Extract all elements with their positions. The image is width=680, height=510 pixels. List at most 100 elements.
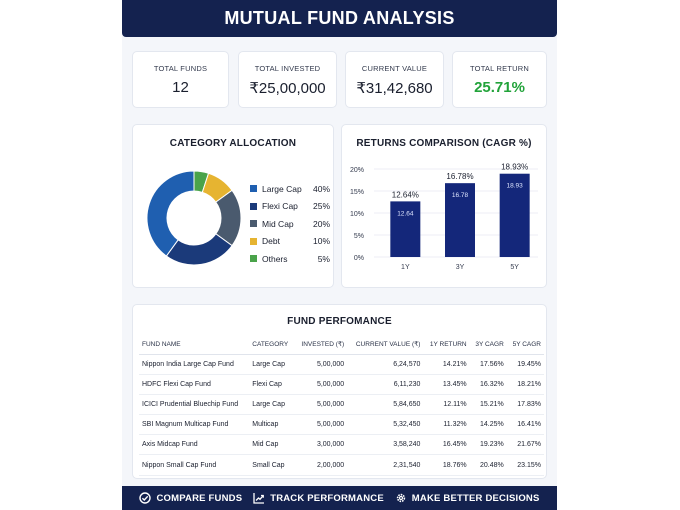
returns-comparison-card: RETURNS COMPARISON (CAGR %) 0% 5% 10% 15% 20… bbox=[341, 124, 547, 288]
table-cell: 6,24,570 bbox=[347, 354, 424, 375]
table-cell: 5,84,650 bbox=[347, 394, 424, 416]
table-cell: 2,31,540 bbox=[347, 454, 424, 476]
table-cell: SBI Magnum Multicap Fund bbox=[139, 414, 250, 436]
table-cell: Large Cap bbox=[249, 394, 295, 416]
x-tick-label: 5Y bbox=[510, 264, 519, 271]
bar-value-label: 18.93% bbox=[501, 163, 528, 172]
kpi-label: TOTAL INVESTED bbox=[254, 64, 321, 73]
legend-value: 10% bbox=[312, 236, 330, 247]
y-tick-label: 5% bbox=[354, 233, 364, 240]
table-cell: 14.21% bbox=[423, 354, 470, 375]
category-allocation-card: CATEGORY ALLOCATION Large Cap 40% Flexi … bbox=[132, 124, 334, 288]
legend-label: Debt bbox=[262, 236, 280, 247]
column-header: CURRENT VALUE (₹) bbox=[347, 335, 424, 355]
table-cell: 19.23% bbox=[469, 434, 507, 456]
legend-item-flexi-cap: Flexi Cap 25% bbox=[250, 198, 330, 216]
table-cell: 16.41% bbox=[506, 414, 544, 436]
bar-value-label: 12.64% bbox=[392, 190, 419, 199]
legend-swatch bbox=[250, 202, 257, 210]
table-cell: HDFC Flexi Cap Fund bbox=[139, 374, 250, 395]
table-cell: 5,32,450 bbox=[347, 414, 424, 436]
allocation-donut-chart bbox=[146, 170, 242, 266]
legend-item-large-cap: Large Cap 40% bbox=[250, 180, 330, 198]
kpi-total-invested: TOTAL INVESTED ₹25,00,000 bbox=[238, 51, 337, 108]
column-header: CATEGORY bbox=[249, 335, 295, 355]
table-row: Nippon Small Cap Fund Small Cap 2,00,000… bbox=[139, 454, 544, 476]
table-cell: 13.45% bbox=[423, 374, 470, 395]
column-header: INVESTED (₹) bbox=[294, 335, 348, 355]
table-cell: 21.67% bbox=[506, 434, 544, 456]
table-cell: 12.11% bbox=[423, 394, 470, 416]
column-header: 1Y RETURN bbox=[423, 335, 470, 355]
legend-value: 5% bbox=[317, 253, 330, 264]
footer-bar: COMPARE FUNDS TRACK PERFORMANCE MAKE BET… bbox=[122, 486, 557, 510]
legend-item-mid-cap: Mid Cap 20% bbox=[250, 215, 330, 233]
footer-label: COMPARE FUNDS bbox=[156, 492, 243, 504]
gear-icon bbox=[396, 493, 405, 503]
y-tick-label: 10% bbox=[350, 211, 364, 218]
table-cell: 18.76% bbox=[423, 454, 470, 476]
legend-label: Large Cap bbox=[262, 183, 302, 194]
table-cell: 5,00,000 bbox=[294, 394, 348, 416]
legend-label: Others bbox=[262, 253, 288, 264]
table-cell: Flexi Cap bbox=[249, 374, 295, 395]
table-row: Nippon India Large Cap Fund Large Cap 5,… bbox=[139, 354, 544, 375]
table-cell: 17.56% bbox=[469, 354, 507, 375]
kpi-value: ₹31,42,680 bbox=[356, 80, 433, 97]
bar-5Y bbox=[499, 173, 530, 257]
legend-item-others: Others 5% bbox=[250, 250, 330, 268]
trend-up-icon bbox=[253, 493, 265, 504]
column-header: 5Y CAGR bbox=[506, 335, 544, 355]
table-cell: 16.32% bbox=[469, 374, 507, 395]
table-cell: Multicap bbox=[249, 414, 295, 436]
x-tick-label: 1Y bbox=[401, 264, 410, 271]
table-cell: 3,58,240 bbox=[347, 434, 424, 456]
table-cell: 5,00,000 bbox=[294, 374, 348, 395]
card-title: CATEGORY ALLOCATION bbox=[169, 138, 297, 149]
footer-compare-funds: COMPARE FUNDS bbox=[139, 492, 242, 504]
legend-value: 20% bbox=[312, 218, 330, 229]
table-cell: 23.15% bbox=[506, 454, 544, 476]
donut-slice-large-cap bbox=[146, 170, 195, 257]
table-row: ICICI Prudential Bluechip Fund Large Cap… bbox=[139, 394, 544, 416]
legend-label: Flexi Cap bbox=[262, 201, 298, 212]
y-tick-label: 20% bbox=[350, 167, 364, 174]
dashboard: MUTUAL FUND ANALYSIS TOTAL FUNDS 12 TOTA… bbox=[122, 0, 557, 510]
table-cell: 15.21% bbox=[469, 394, 507, 416]
table-cell: 17.83% bbox=[506, 394, 544, 416]
returns-bar-chart: 0% 5% 10% 15% 20% 12.64% 12.64 1Y 16.78% 16.78 3Y 1… bbox=[350, 163, 538, 271]
table-title: FUND PERFOMANCE bbox=[287, 316, 392, 327]
legend-swatch bbox=[250, 237, 257, 245]
kpi-label: TOTAL FUNDS bbox=[153, 64, 208, 73]
kpi-value: 12 bbox=[172, 79, 189, 96]
legend-value: 25% bbox=[312, 201, 330, 212]
fund-performance-card: FUND PERFOMANCE FUND NAME CATEGORY INVES… bbox=[132, 304, 547, 479]
table-cell: 5,00,000 bbox=[294, 354, 348, 375]
bar-value-label: 16.78% bbox=[446, 172, 473, 181]
table-row: SBI Magnum Multicap Fund Multicap 5,00,0… bbox=[139, 414, 544, 436]
table-cell: 6,11,230 bbox=[347, 374, 424, 395]
footer-track-performance: TRACK PERFORMANCE bbox=[253, 492, 384, 504]
allocation-legend: Large Cap 40% Flexi Cap 25% Mid Cap 20% … bbox=[250, 180, 330, 268]
table-cell: Nippon Small Cap Fund bbox=[139, 454, 250, 476]
kpi-total-return: TOTAL RETURN 25.71% bbox=[452, 51, 547, 108]
table-cell: Large Cap bbox=[249, 354, 295, 375]
footer-label: MAKE BETTER DECISIONS bbox=[411, 492, 540, 504]
table-cell: Small Cap bbox=[249, 454, 295, 476]
kpi-value: ₹25,00,000 bbox=[249, 80, 326, 97]
legend-swatch bbox=[250, 185, 257, 193]
footer-label: TRACK PERFORMANCE bbox=[270, 492, 384, 504]
legend-value: 40% bbox=[312, 183, 330, 194]
legend-swatch bbox=[250, 220, 257, 228]
bar-inner-label: 12.64 bbox=[397, 210, 414, 217]
kpi-total-funds: TOTAL FUNDS 12 bbox=[132, 51, 229, 108]
kpi-value: 25.71% bbox=[474, 79, 525, 96]
table-cell: 19.45% bbox=[506, 354, 544, 375]
table-header-row: FUND NAME CATEGORY INVESTED (₹) CURRENT … bbox=[139, 335, 544, 355]
x-tick-label: 3Y bbox=[456, 264, 465, 271]
table-cell: 18.21% bbox=[506, 374, 544, 395]
legend-label: Mid Cap bbox=[262, 218, 294, 229]
kpi-current-value: CURRENT VALUE ₹31,42,680 bbox=[345, 51, 444, 108]
table-cell: 3,00,000 bbox=[294, 434, 348, 456]
table-cell: Axis Midcap Fund bbox=[139, 434, 250, 456]
